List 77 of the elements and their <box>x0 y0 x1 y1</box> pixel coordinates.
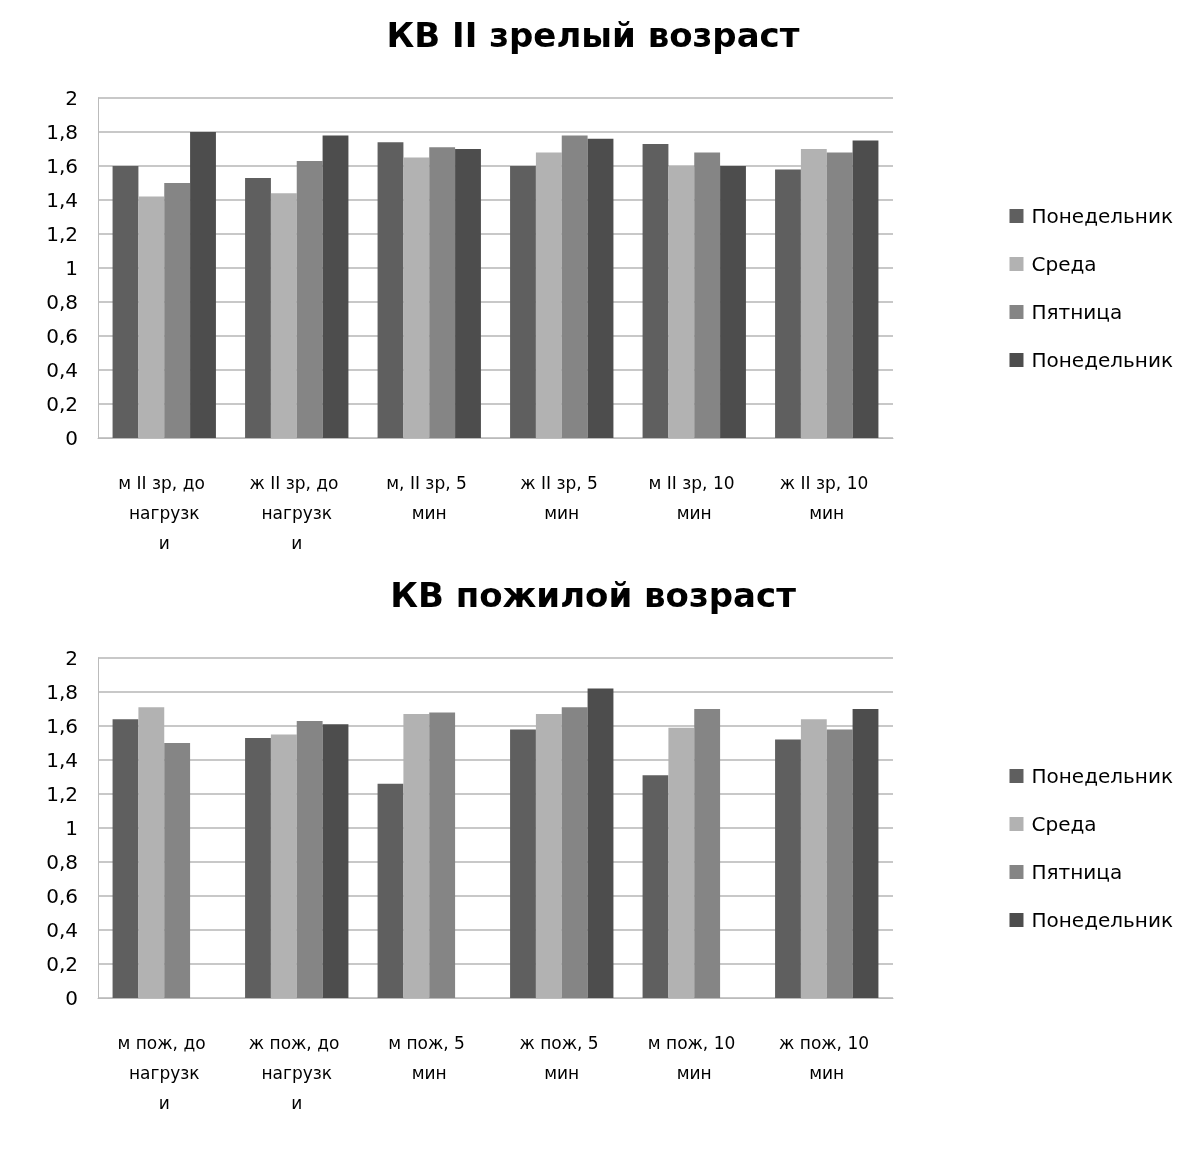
y-tick-label: 0,2 <box>46 392 78 416</box>
legend-label: Понедельник <box>1031 908 1173 932</box>
y-tick-label: 1,6 <box>46 714 78 738</box>
bar <box>245 737 271 998</box>
y-tick-label: 1,8 <box>46 680 78 704</box>
y-tick-label: 0,4 <box>46 918 78 942</box>
legend-label: Среда <box>1031 812 1097 836</box>
x-tick-label: ж пож, до нагрузки <box>248 1033 345 1113</box>
x-tick-label: м II зр, 10 мин <box>648 473 740 523</box>
x-tick-label: ж пож, 10 мин <box>779 1033 875 1083</box>
bar <box>826 152 853 438</box>
bar <box>510 166 536 438</box>
bar <box>642 775 669 998</box>
y-tick-label: 0,8 <box>46 850 78 874</box>
bar <box>429 147 456 438</box>
y-tick-label: 0 <box>65 986 78 1010</box>
bar <box>561 707 588 998</box>
legend-label: Понедельник <box>1031 348 1173 372</box>
legend-label: Пятница <box>1031 860 1123 884</box>
chart-title: КВ пожилой возраст <box>390 575 797 615</box>
y-tick-label: 1,8 <box>46 120 78 144</box>
bar <box>561 135 588 438</box>
y-tick-label: 2 <box>65 86 78 110</box>
bar <box>322 135 349 438</box>
bar <box>852 140 879 438</box>
bar <box>112 166 139 438</box>
bar <box>296 720 323 998</box>
bar <box>455 149 481 438</box>
bar <box>587 688 614 998</box>
bar <box>164 743 191 998</box>
y-tick-label: 1,2 <box>46 782 78 806</box>
bar <box>694 152 721 438</box>
x-tick-label: м пож, 5 мин <box>388 1033 471 1083</box>
chart-title: КВ II зрелый возраст <box>386 15 800 55</box>
y-tick-label: 0,8 <box>46 290 78 314</box>
y-tick-label: 0,2 <box>46 952 78 976</box>
x-tick-label: м, II зр, 5 мин <box>386 473 473 523</box>
bar <box>377 783 404 998</box>
bar <box>587 138 614 438</box>
bar <box>694 709 721 998</box>
x-tick-label: м пож, до нагрузки <box>117 1033 211 1113</box>
y-tick-label: 1 <box>65 816 78 840</box>
x-tick-label: ж II зр, до нагрузки <box>249 473 344 553</box>
bar <box>826 729 853 998</box>
x-tick-label: ж II зр, 5 мин <box>520 473 604 523</box>
y-tick-label: 2 <box>65 646 78 670</box>
x-tick-label: м пож, 10 мин <box>647 1033 741 1083</box>
x-tick-label: ж II зр, 10 мин <box>779 473 874 523</box>
bar <box>245 177 271 438</box>
bar <box>322 724 349 998</box>
legend-label: Пятница <box>1031 300 1123 324</box>
x-tick-label: м II зр, до нагрузки <box>118 473 211 553</box>
y-tick-label: 1 <box>65 256 78 280</box>
bar <box>377 142 404 438</box>
bar <box>190 132 216 438</box>
bar <box>164 183 191 438</box>
y-tick-label: 0,6 <box>46 884 78 908</box>
x-tick-label: ж пож, 5 мин <box>519 1033 605 1083</box>
bar <box>775 739 801 998</box>
y-tick-label: 0 <box>65 426 78 450</box>
y-tick-label: 1,2 <box>46 222 78 246</box>
legend-label: Понедельник <box>1031 764 1173 788</box>
bar <box>296 160 323 438</box>
y-tick-label: 0,6 <box>46 324 78 348</box>
bar <box>429 712 456 998</box>
legend-label: Среда <box>1031 252 1097 276</box>
y-tick-label: 1,6 <box>46 154 78 178</box>
bar <box>720 166 746 438</box>
bar <box>775 169 801 438</box>
y-tick-label: 1,4 <box>46 748 78 772</box>
bar <box>852 709 879 998</box>
bar <box>510 729 536 998</box>
bar <box>642 143 669 438</box>
y-tick-label: 1,4 <box>46 188 78 212</box>
y-tick-label: 0,4 <box>46 358 78 382</box>
bar <box>112 719 139 998</box>
legend-label: Понедельник <box>1031 204 1173 228</box>
